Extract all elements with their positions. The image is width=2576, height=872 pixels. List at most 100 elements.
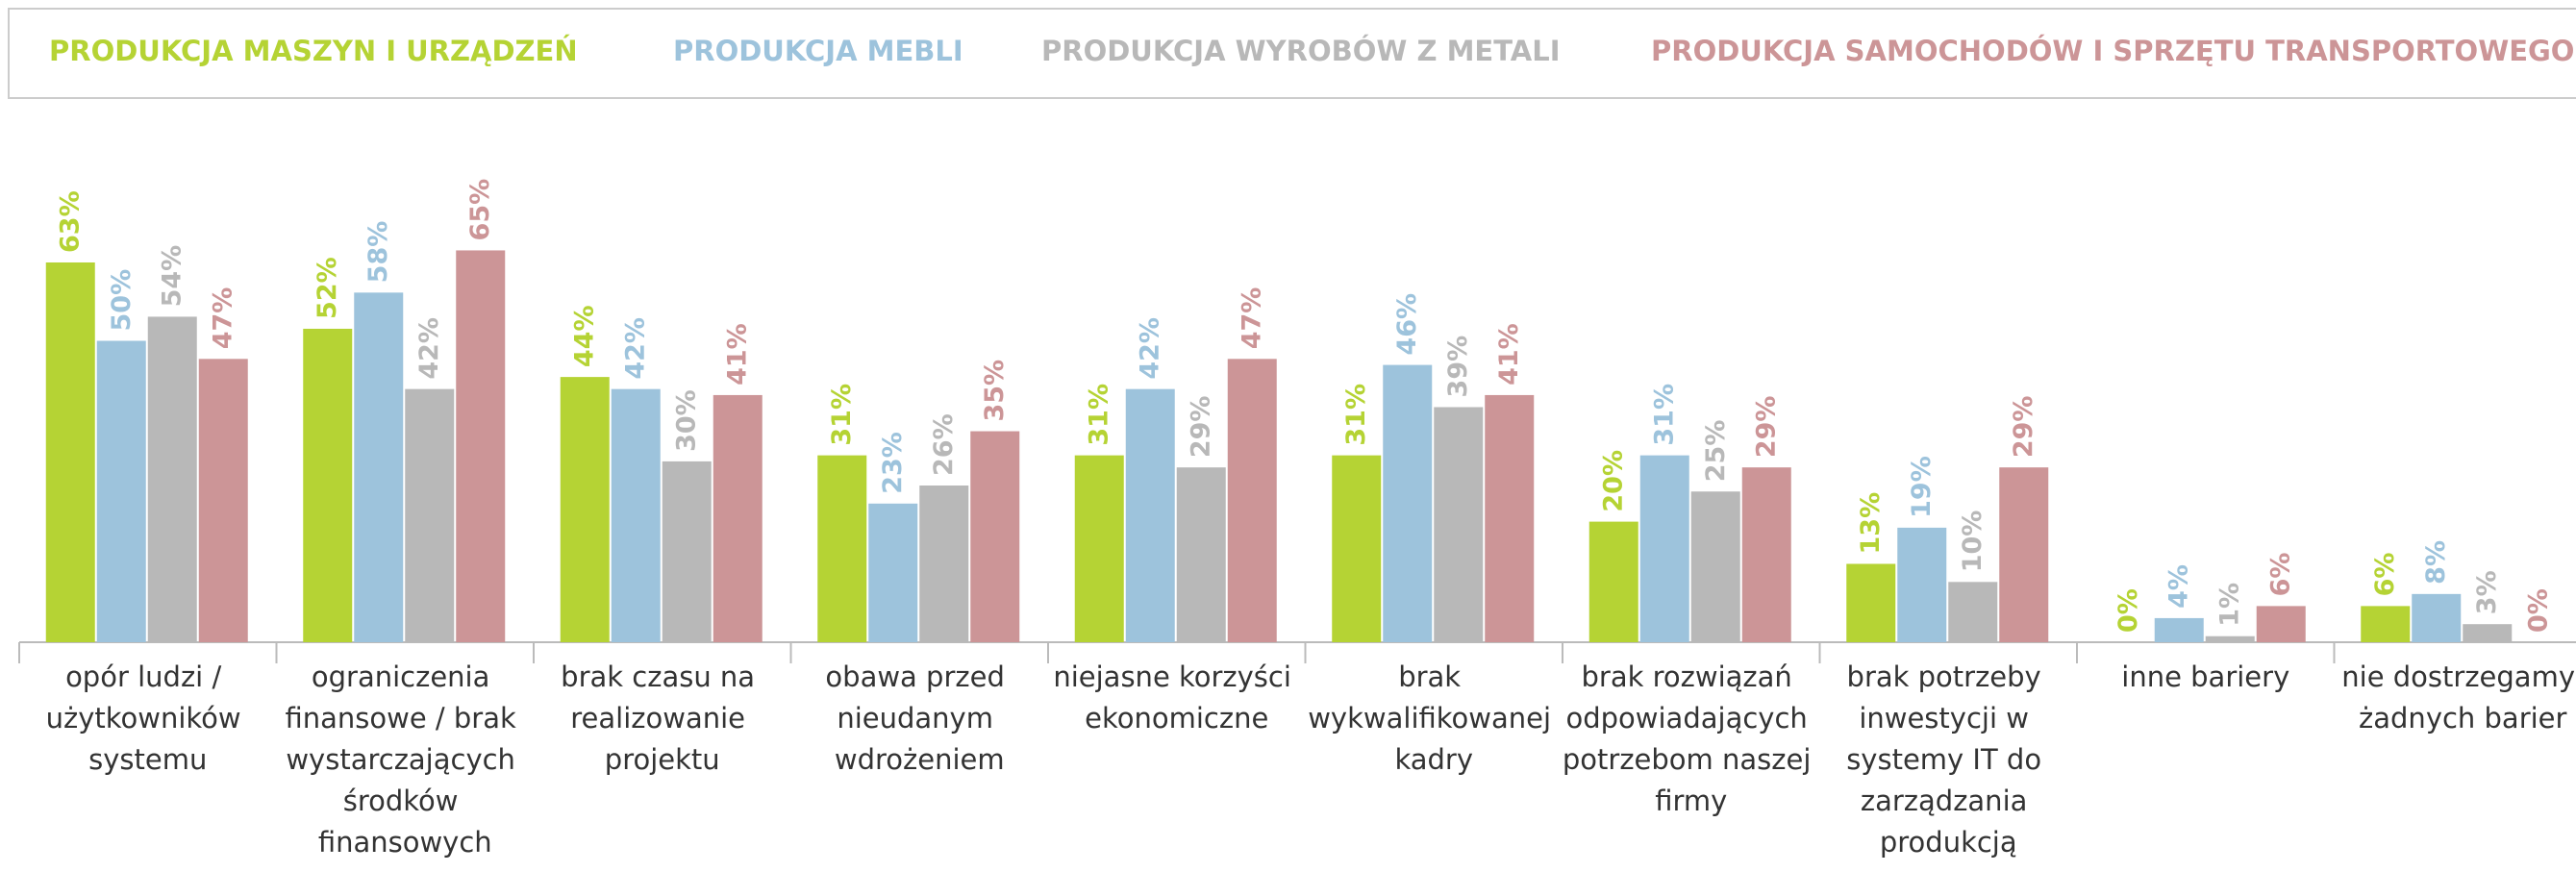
bar [1588, 521, 1638, 642]
value-label: 25% [1701, 420, 1731, 483]
label-line: finansowe / brak [285, 702, 525, 735]
label-line: odpowiadających [1565, 702, 1816, 735]
bar [1897, 527, 1947, 642]
label-line: wystarczających [286, 743, 524, 776]
bar [1176, 467, 1226, 642]
bar [1125, 388, 1175, 642]
value-label: 42% [1136, 317, 1165, 380]
bar [2256, 606, 2306, 642]
value-label: 47% [1238, 287, 1267, 350]
x-tick-label: niejasne korzyści ekonomiczne [1053, 660, 1300, 735]
bar [1639, 455, 1689, 642]
x-tick-label: nie dostrzegamy żadnych barier [2341, 660, 2576, 735]
bar [1948, 582, 1998, 642]
label-line: brak potrzeby [1847, 660, 2050, 693]
bar [560, 377, 610, 642]
value-label: 65% [465, 179, 495, 241]
bar [1332, 455, 1382, 642]
x-tick-label: inne bariery [2121, 660, 2289, 693]
label-line: nieudanym [837, 702, 1002, 735]
bar [1741, 467, 1791, 642]
legend-item: PRODUKCJA MEBLI [673, 35, 963, 67]
value-label: 6% [2266, 553, 2296, 597]
bar [198, 359, 248, 642]
bar [662, 461, 712, 642]
value-label: 31% [1085, 384, 1114, 446]
value-label: 23% [878, 432, 908, 494]
label-line: brak czasu na [561, 660, 763, 693]
value-label: 31% [827, 384, 857, 446]
bar [2361, 606, 2411, 642]
x-tick-label: opór ludzi / użytkowników systemu [46, 660, 250, 776]
bar [611, 388, 661, 642]
value-label: 6% [2370, 553, 2400, 597]
bar [1383, 364, 1433, 642]
value-label: 26% [929, 413, 959, 476]
bar [817, 455, 867, 642]
bar [1690, 491, 1740, 642]
value-label: 19% [1907, 456, 1937, 518]
x-tick-label: brak rozwiązań odpowiadających potrzebom… [1563, 660, 1820, 817]
x-tick-label: brak potrzeby inwestycji w systemy IT do… [1846, 660, 2050, 859]
label-line: nie dostrzegamy [2341, 660, 2576, 693]
bar [713, 394, 763, 642]
value-label: 30% [672, 389, 702, 452]
value-label: 1% [2215, 583, 2245, 627]
bar [919, 485, 969, 642]
value-label: 47% [209, 287, 238, 350]
label-line: systemy IT do [1846, 743, 2050, 776]
value-label: 42% [414, 317, 444, 380]
label-line: finansowych [318, 826, 492, 859]
label-line: obawa przed [825, 660, 1013, 693]
bar [1434, 407, 1484, 642]
label-line: systemu [88, 743, 207, 776]
x-tick-label: obawa przed nieudanym wdrożeniem [825, 660, 1013, 776]
bar [1999, 467, 2049, 642]
bar [868, 503, 918, 642]
value-label: 50% [107, 269, 137, 332]
bar [2205, 635, 2255, 642]
value-label: 41% [723, 323, 753, 386]
bar [147, 316, 197, 642]
label-line: ekonomiczne [1085, 702, 1268, 735]
value-label: 41% [1494, 323, 1524, 386]
bar [2463, 624, 2513, 642]
legend-item: PRODUKCJA WYROBÓW Z METALI [1041, 35, 1561, 67]
bar [2412, 593, 2462, 642]
value-label: 13% [1856, 492, 1886, 555]
value-label: 54% [158, 245, 188, 308]
label-line: niejasne korzyści [1053, 660, 1300, 693]
x-tick-label: brak czasu na realizowanie projektu [561, 660, 763, 776]
label-line: wdrożeniem [835, 743, 1005, 776]
label-line: zarządzania [1861, 785, 2037, 817]
label-line: potrzebom naszej [1563, 743, 1820, 776]
value-label: 42% [621, 317, 651, 380]
label-line: projektu [605, 743, 720, 776]
bar [354, 292, 404, 642]
label-line: firmy [1655, 785, 1727, 817]
value-label: 31% [1650, 384, 1680, 446]
value-label: 10% [1958, 511, 1988, 573]
label-line: inne bariery [2121, 660, 2289, 693]
value-label: 58% [363, 221, 393, 284]
bar [2154, 617, 2204, 642]
bar [96, 340, 146, 642]
bar [1846, 563, 1896, 642]
value-label: 29% [1752, 396, 1782, 459]
label-line: użytkowników [46, 702, 250, 735]
value-label: 31% [1341, 384, 1371, 446]
value-label: 63% [56, 190, 86, 253]
value-label: 39% [1443, 336, 1473, 398]
value-label: 29% [1187, 396, 1216, 459]
label-line: brak [1398, 660, 1469, 693]
label-line: realizowanie [570, 702, 754, 735]
legend-item: PRODUKCJA SAMOCHODÓW I SPRZĘTU TRANSPORT… [1651, 35, 2574, 67]
label-line: kadry [1394, 743, 1473, 776]
value-label: 29% [2009, 396, 2038, 459]
value-label: 44% [570, 305, 600, 367]
value-label: 52% [313, 257, 342, 319]
bar [1485, 394, 1535, 642]
label-line: produkcją [1880, 826, 2017, 859]
bar [45, 262, 95, 642]
